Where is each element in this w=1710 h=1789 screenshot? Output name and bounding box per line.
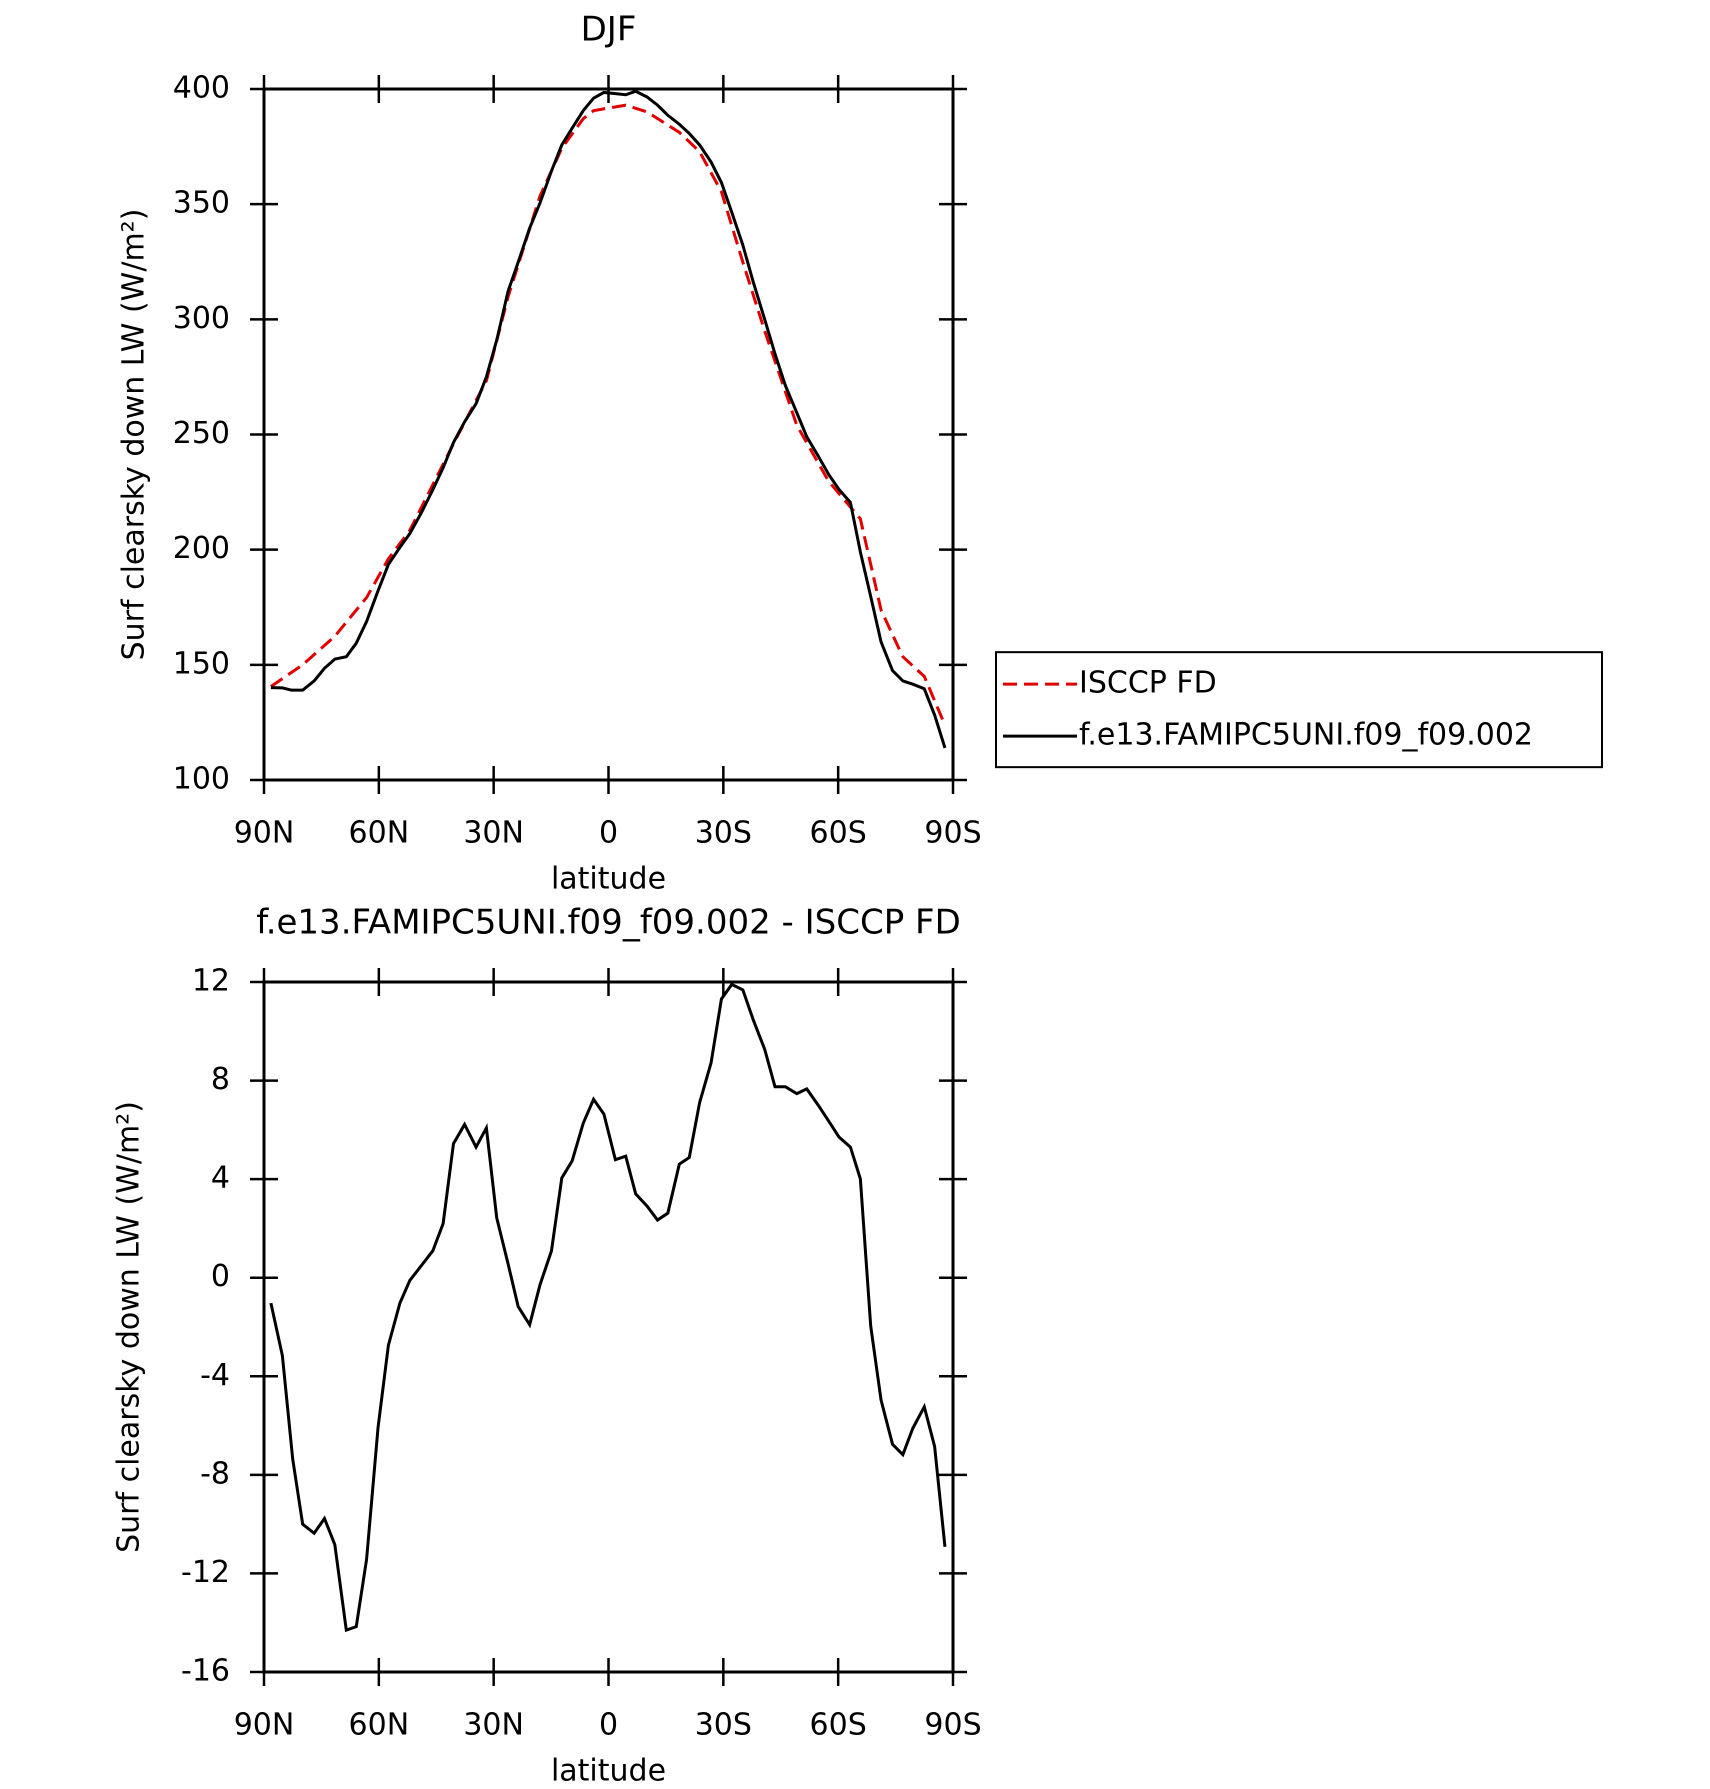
legend-box: [995, 651, 1603, 769]
x-tick-label: 90S: [924, 816, 981, 851]
y-tick-label: -8: [200, 1456, 230, 1491]
x-tick-label: 90S: [924, 1708, 981, 1743]
x-tick-label: 30N: [463, 1708, 524, 1743]
y-tick-label: -16: [181, 1654, 230, 1689]
y-axis-label: Surf clearsky down LW (W/m²): [112, 1101, 147, 1553]
data-line: [270, 89, 947, 749]
y-tick-label: 400: [173, 71, 230, 106]
plot-frame: [262, 980, 955, 1674]
chart-title: DJF: [581, 10, 637, 50]
x-tick-label: 60N: [349, 816, 410, 851]
y-tick-label: 200: [173, 531, 230, 566]
y-tick-label: 0: [211, 1259, 230, 1294]
y-tick-label: -4: [200, 1358, 230, 1393]
x-axis-label: latitude: [551, 1754, 666, 1789]
data-line: [269, 982, 947, 1633]
y-axis-label: Surf clearsky down LW (W/m²): [117, 209, 152, 661]
y-tick-label: 8: [211, 1062, 230, 1097]
data-line: [270, 103, 947, 726]
y-tick-label: 12: [192, 964, 230, 999]
plot-frame: [262, 87, 955, 782]
y-tick-label: 4: [211, 1161, 230, 1196]
x-tick-label: 30N: [463, 816, 524, 851]
y-tick-label: 250: [173, 416, 230, 451]
x-tick-label: 0: [599, 816, 618, 851]
y-tick-label: 150: [173, 646, 230, 681]
y-tick-label: -12: [181, 1555, 230, 1590]
y-tick-label: 350: [173, 186, 230, 221]
x-tick-label: 0: [599, 1708, 618, 1743]
x-tick-label: 60S: [810, 1708, 867, 1743]
chart-title: f.e13.FAMIPC5UNI.f09_f09.002 - ISCCP FD: [256, 903, 961, 943]
x-tick-label: 30S: [695, 1708, 752, 1743]
y-tick-label: 100: [173, 762, 230, 797]
x-tick-label: 90N: [234, 1708, 295, 1743]
x-tick-label: 90N: [234, 816, 295, 851]
legend-label: f.e13.FAMIPC5UNI.f09_f09.002: [1079, 718, 1533, 753]
x-tick-label: 60N: [349, 1708, 410, 1743]
x-axis-label: latitude: [551, 862, 666, 897]
y-tick-label: 300: [173, 301, 230, 336]
legend-label: ISCCP FD: [1079, 666, 1217, 701]
x-tick-label: 30S: [695, 816, 752, 851]
x-tick-label: 60S: [810, 816, 867, 851]
